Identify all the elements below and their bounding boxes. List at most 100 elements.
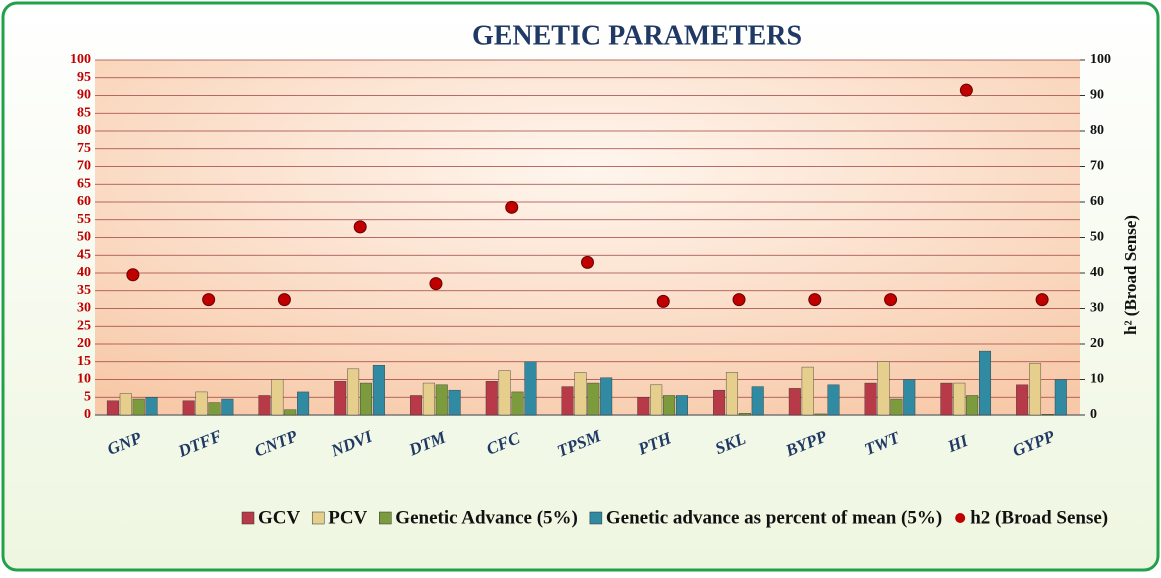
point xyxy=(959,83,973,97)
bar xyxy=(1029,363,1042,416)
bar xyxy=(864,382,877,416)
bar xyxy=(221,398,234,416)
bar xyxy=(600,377,613,416)
bar xyxy=(485,381,498,416)
bar xyxy=(953,382,966,416)
bar xyxy=(511,391,524,416)
bar xyxy=(208,402,221,416)
bar xyxy=(498,370,511,416)
y-tick-label: 0 xyxy=(84,407,91,422)
y-tick-label: 45 xyxy=(77,247,91,262)
legend-marker xyxy=(241,511,255,525)
bar xyxy=(751,386,764,416)
bar xyxy=(587,382,600,416)
point xyxy=(1035,293,1049,307)
bar xyxy=(297,391,310,416)
point xyxy=(277,293,291,307)
point xyxy=(808,293,822,307)
point xyxy=(656,294,670,308)
bar xyxy=(271,379,284,416)
bar xyxy=(877,361,890,416)
bar xyxy=(650,384,663,416)
y2-tick-label: 50 xyxy=(1090,230,1104,245)
y2-tick-label: 80 xyxy=(1090,123,1104,138)
bar xyxy=(195,391,208,416)
bar xyxy=(890,398,903,416)
legend-marker xyxy=(589,511,603,525)
y-tick-label: 35 xyxy=(77,283,91,298)
bar xyxy=(372,365,385,416)
bar xyxy=(359,382,372,416)
legend-label: Genetic Advance (5%) xyxy=(395,507,578,528)
y-tick-label: 10 xyxy=(77,372,91,387)
bar xyxy=(725,372,738,416)
bar xyxy=(713,389,726,416)
bar xyxy=(801,366,814,416)
y2-tick-label: 30 xyxy=(1090,301,1104,316)
legend-marker xyxy=(379,511,392,525)
y2-tick-label: 0 xyxy=(1090,407,1097,422)
y-tick-label: 75 xyxy=(77,141,91,156)
legend-label: PCV xyxy=(328,507,367,528)
y-tick-label: 30 xyxy=(77,301,91,316)
y-tick-label: 95 xyxy=(77,70,91,85)
bar xyxy=(827,384,840,416)
y-tick-label: 65 xyxy=(77,176,91,191)
y2-tick-label: 10 xyxy=(1090,372,1104,387)
legend-label: GCV xyxy=(258,507,301,528)
y2-tick-label: 90 xyxy=(1090,88,1104,103)
bar xyxy=(1016,384,1029,416)
bar xyxy=(1041,414,1054,416)
y-tick-label: 25 xyxy=(77,318,91,333)
y-tick-label: 55 xyxy=(77,212,91,227)
bar xyxy=(258,395,271,416)
bar xyxy=(814,413,827,416)
legend-label: Genetic advance as percent of mean (5%) xyxy=(606,507,942,528)
y-tick-label: 40 xyxy=(77,265,91,280)
bar xyxy=(903,379,916,416)
bar xyxy=(410,395,422,416)
point xyxy=(505,200,519,214)
y-tick-label: 15 xyxy=(77,354,91,369)
bar xyxy=(979,350,992,416)
bar xyxy=(119,393,132,416)
y-tick-label: 70 xyxy=(77,159,91,174)
bar xyxy=(132,398,145,416)
y-tick-label: 80 xyxy=(77,123,91,138)
y-tick-label: 60 xyxy=(77,194,91,209)
point xyxy=(126,268,140,282)
bar xyxy=(284,409,297,416)
bar xyxy=(106,400,119,416)
legend-marker xyxy=(311,511,325,525)
point xyxy=(429,277,443,291)
bar xyxy=(637,397,650,416)
y2-tick-label: 100 xyxy=(1090,52,1111,67)
y-tick-label: 5 xyxy=(84,389,91,404)
y2-tick-label: 70 xyxy=(1090,159,1104,174)
point xyxy=(202,293,216,307)
y-tick-label: 50 xyxy=(77,230,91,245)
bar xyxy=(422,382,435,416)
bar xyxy=(788,388,801,416)
bar xyxy=(675,395,688,416)
y2-tick-label: 60 xyxy=(1090,194,1104,209)
point xyxy=(732,293,746,307)
legend-marker xyxy=(955,513,966,523)
y-tick-label: 90 xyxy=(77,88,91,103)
bar xyxy=(738,413,751,416)
point xyxy=(581,255,594,269)
y2-tick-label: 20 xyxy=(1090,336,1104,351)
bar xyxy=(145,397,158,416)
bar xyxy=(1054,379,1067,416)
bar xyxy=(940,382,953,416)
y2-tick-label: 40 xyxy=(1090,265,1104,280)
legend-label: h2 (Broad Sense) xyxy=(970,507,1108,528)
bar xyxy=(966,395,979,416)
y-tick-label: 20 xyxy=(77,336,91,351)
point xyxy=(884,293,898,307)
bar xyxy=(524,361,537,416)
bar xyxy=(435,384,448,416)
y-tick-label: 100 xyxy=(70,52,91,67)
chart-title: GENETIC PARAMETERS xyxy=(472,20,802,51)
